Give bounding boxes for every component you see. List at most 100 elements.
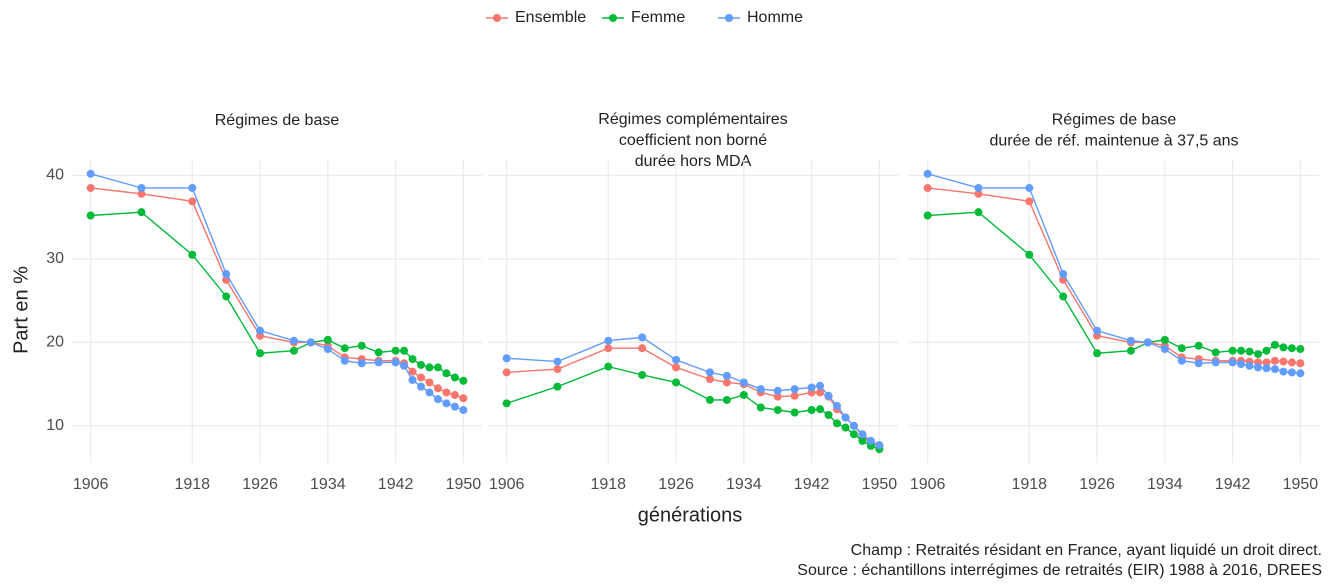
data-point [1126,336,1135,345]
data-point [1211,348,1220,357]
x-tick-label: 1906 [489,476,525,493]
data-point [137,183,146,192]
data-point [1287,368,1296,377]
legend-dot [609,14,617,22]
data-point [1237,346,1246,355]
x-tick-label: 1926 [658,476,694,493]
x-tick-label: 1918 [1011,476,1047,493]
data-point [1262,358,1271,367]
facet-title: durée hors MDA [635,153,752,170]
data-point [841,423,850,432]
data-point [408,355,417,364]
data-point [289,336,298,345]
data-point [1254,350,1263,359]
data-point [417,382,426,391]
data-point [773,405,782,414]
data-point [86,183,95,192]
data-point [137,208,146,217]
data-point [306,338,315,347]
data-point [502,368,511,377]
y-tick-label: 10 [46,417,64,434]
data-point [425,388,434,397]
data-point [340,344,349,353]
data-point [875,441,884,450]
data-point [604,362,613,371]
data-point [1177,356,1186,365]
legend-label: Ensemble [515,9,586,26]
data-point [417,360,426,369]
data-point [459,394,468,403]
data-point [858,436,867,445]
data-point [1287,344,1296,353]
data-point [790,391,799,400]
x-tick-label: 1926 [242,476,278,493]
data-point [1254,363,1263,372]
data-point [1296,369,1305,378]
data-point [833,419,842,428]
data-point [756,403,765,412]
facet-title: durée de réf. maintenue à 37,5 ans [989,133,1238,150]
legend-dot [493,14,501,22]
facet-title: Régimes de base [1052,112,1177,129]
y-tick-label: 30 [46,250,64,267]
y-axis-label: Part en % [10,266,32,354]
data-point [974,189,983,198]
data-point [442,399,451,408]
data-point [1279,343,1288,352]
data-point [1228,358,1237,367]
data-point [374,358,383,367]
data-point [638,370,647,379]
data-point [433,395,442,404]
series-line [927,211,1301,355]
data-point [86,169,95,178]
data-point [408,375,417,384]
data-point [816,381,825,390]
data-point [849,421,858,430]
data-point [553,382,562,391]
data-point [773,386,782,395]
data-point [756,385,765,394]
data-point [1245,361,1254,370]
series-line [506,347,880,447]
data-point [137,189,146,198]
data-point [459,405,468,414]
data-point [1270,356,1279,365]
caption: Champ : Retraités résidant en France, ay… [851,542,1322,559]
x-tick-label: 1950 [446,476,482,493]
data-point [807,405,816,414]
data-point [1194,359,1203,368]
data-point [672,378,681,387]
data-point [773,392,782,401]
data-point [391,346,400,355]
data-point [433,363,442,372]
data-point [1194,341,1203,350]
series-line [90,211,464,382]
x-tick-label: 1918 [590,476,626,493]
data-point [974,183,983,192]
data-point [1025,183,1034,192]
data-point [1270,340,1279,349]
x-axis-label: générations [638,504,743,526]
x-tick-label: 1942 [794,476,830,493]
data-point [417,373,426,382]
data-point [672,355,681,364]
data-point [672,363,681,372]
data-point [833,401,842,410]
data-point [1211,358,1220,367]
data-point [1296,359,1305,368]
x-tick-label: 1942 [378,476,414,493]
data-point [400,361,409,370]
data-point [816,405,825,414]
data-point [256,349,265,358]
data-point [1279,357,1288,366]
data-point [1093,349,1102,358]
data-point [256,326,265,335]
data-point [340,356,349,365]
facet-title: Régimes de base [215,112,340,129]
legend-dot [725,14,733,22]
x-tick-label: 1926 [1079,476,1115,493]
data-point [357,341,366,350]
data-point [222,269,231,278]
data-point [425,363,434,372]
